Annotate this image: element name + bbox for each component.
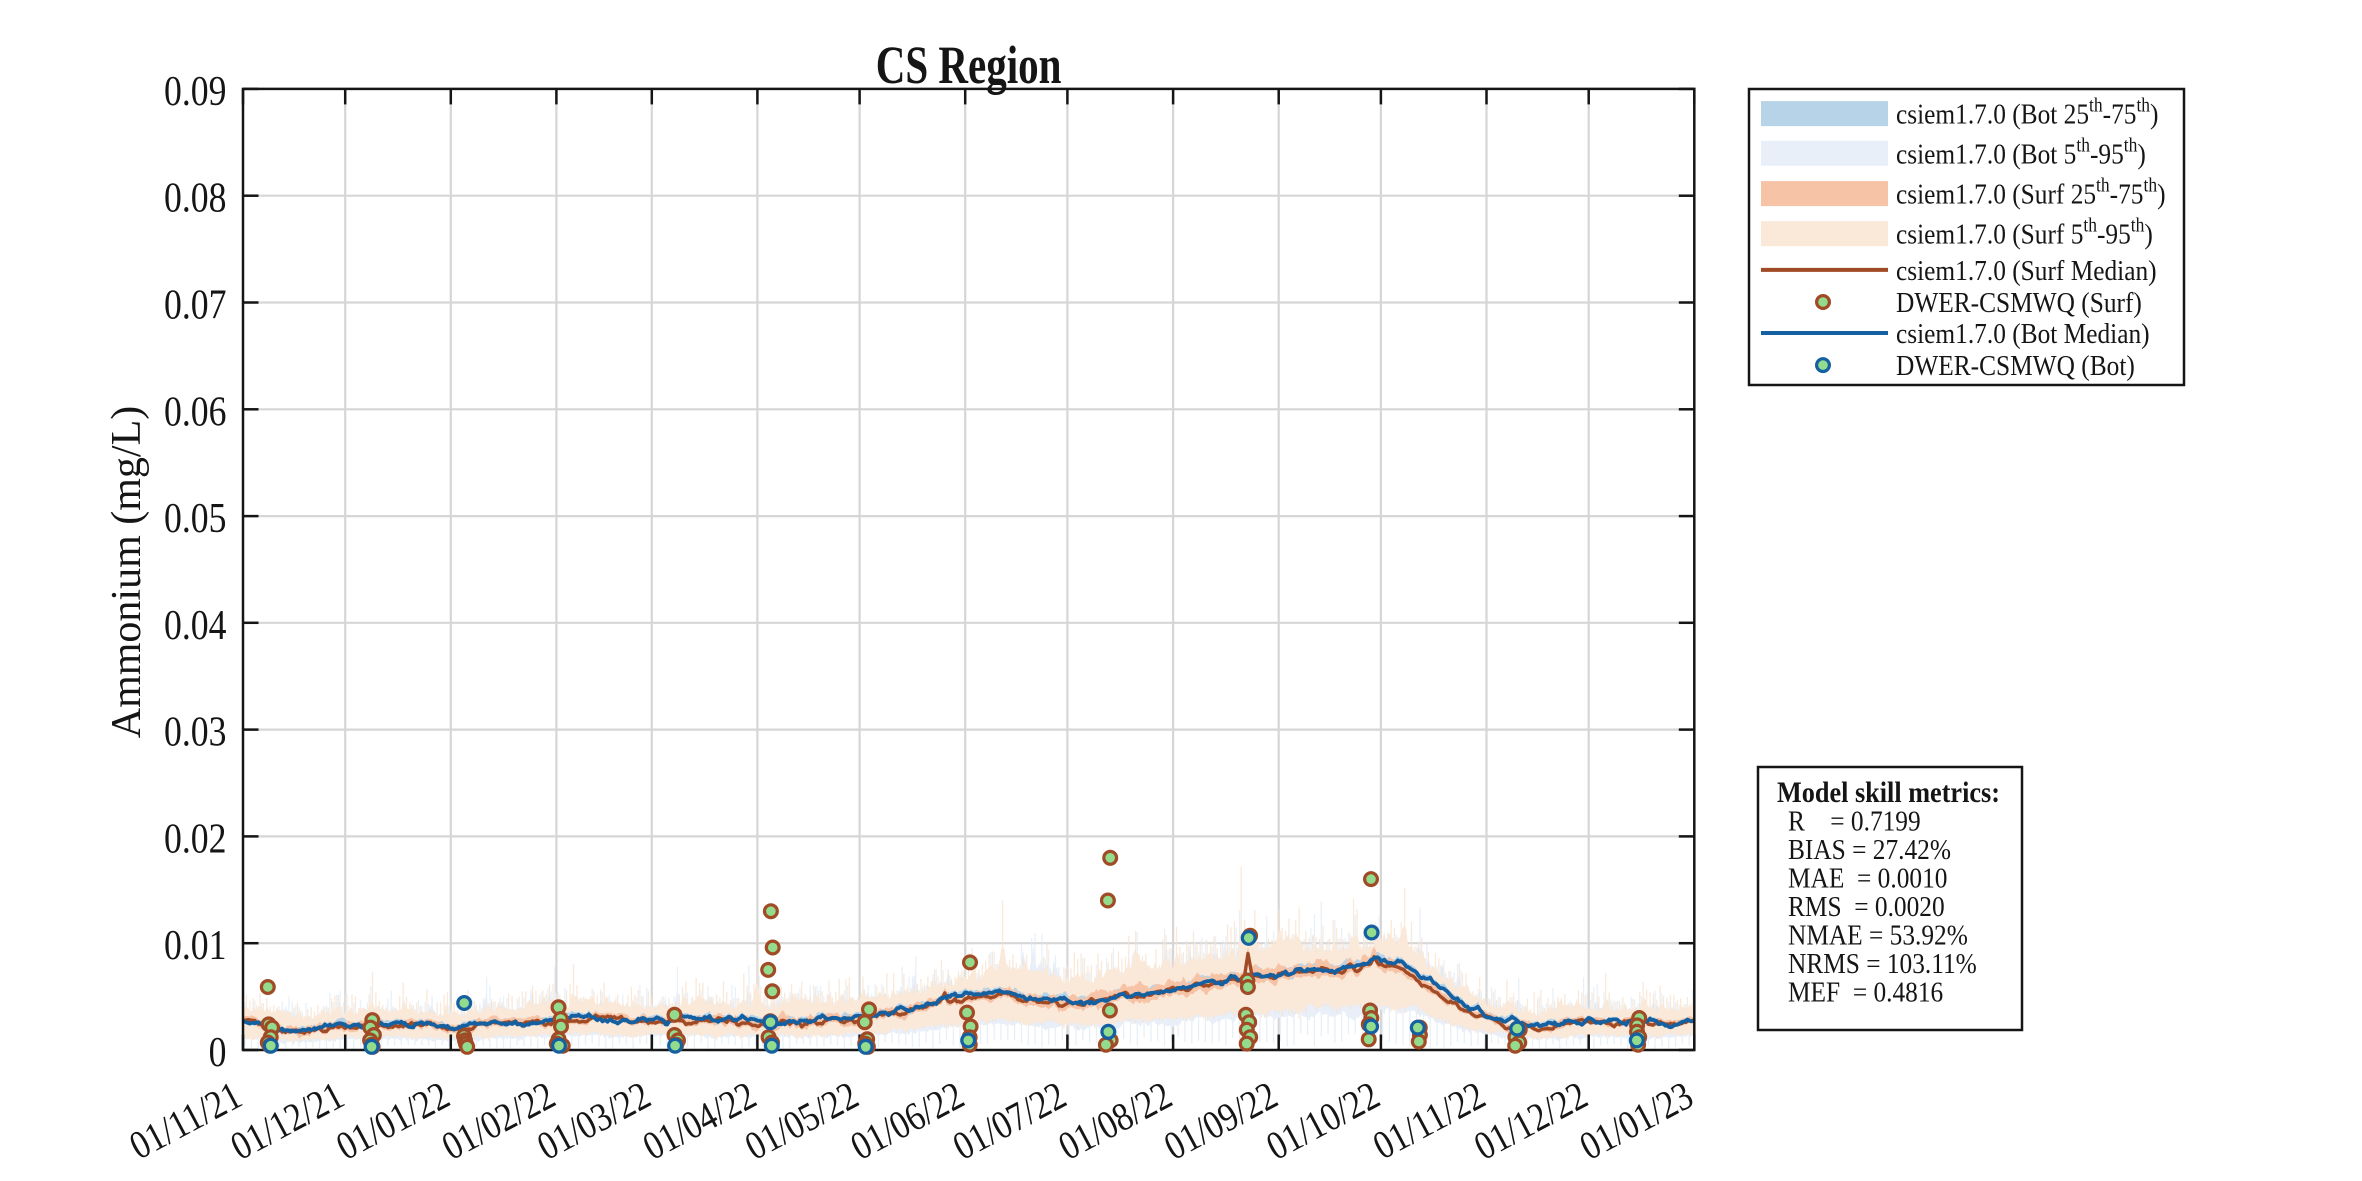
svg-text:RMS = 0.0020: RMS = 0.0020 <box>1788 890 1945 922</box>
svg-text:0.02: 0.02 <box>164 816 226 862</box>
svg-text:0.04: 0.04 <box>164 602 226 648</box>
svg-text:Ammonium (mg/L): Ammonium (mg/L) <box>104 406 150 738</box>
svg-text:csiem1.7.0 (Bot 5th​-95th​): csiem1.7.0 (Bot 5th​-95th​) <box>1896 134 2146 169</box>
svg-text:0.05: 0.05 <box>164 495 226 541</box>
svg-text:csiem1.7.0 (Surf Median): csiem1.7.0 (Surf Median) <box>1896 254 2157 286</box>
svg-text:0.03: 0.03 <box>164 709 226 755</box>
svg-text:MEF = 0.4816: MEF = 0.4816 <box>1788 976 1943 1008</box>
svg-text:R = 0.7199: R = 0.7199 <box>1788 805 1921 837</box>
svg-text:MAE = 0.0010: MAE = 0.0010 <box>1788 862 1947 894</box>
svg-text:0.09: 0.09 <box>164 68 226 114</box>
svg-text:CS Region: CS Region <box>876 36 1062 96</box>
svg-text:NRMS = 103.11%: NRMS = 103.11% <box>1788 947 1977 979</box>
svg-text:NMAE = 53.92%: NMAE = 53.92% <box>1788 919 1968 951</box>
svg-text:csiem1.7.0 (Bot 25th​-75th​): csiem1.7.0 (Bot 25th​-75th​) <box>1896 95 2159 130</box>
svg-text:Model skill metrics:: Model skill metrics: <box>1777 776 2000 809</box>
svg-text:0.01: 0.01 <box>164 923 226 969</box>
svg-text:0.06: 0.06 <box>164 389 226 435</box>
svg-text:BIAS = 27.42%: BIAS = 27.42% <box>1788 833 1951 865</box>
svg-text:csiem1.7.0 (Surf 5th​-95th​): csiem1.7.0 (Surf 5th​-95th​) <box>1896 215 2153 250</box>
svg-text:0.07: 0.07 <box>164 282 226 328</box>
svg-text:0.08: 0.08 <box>164 175 226 221</box>
svg-text:csiem1.7.0 (Surf 25th​-75th​): csiem1.7.0 (Surf 25th​-75th​) <box>1896 175 2166 210</box>
svg-text:DWER-CSMWQ (Bot): DWER-CSMWQ (Bot) <box>1896 350 2135 382</box>
svg-text:0: 0 <box>209 1029 227 1075</box>
svg-text:csiem1.7.0 (Bot Median): csiem1.7.0 (Bot Median) <box>1896 317 2150 349</box>
svg-text:DWER-CSMWQ (Surf): DWER-CSMWQ (Surf) <box>1896 286 2142 318</box>
